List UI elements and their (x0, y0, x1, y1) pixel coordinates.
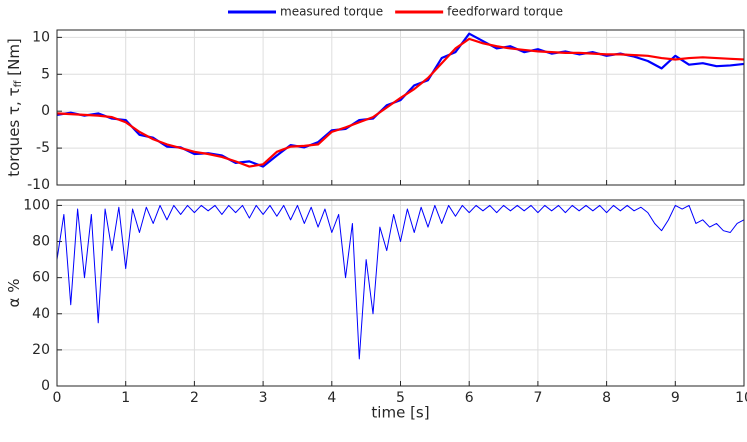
x-tick-label: 1 (121, 390, 130, 406)
legend-label: measured torque (280, 5, 383, 19)
x-tick-label: 6 (465, 390, 474, 406)
y-tick-label: -5 (36, 140, 50, 156)
y-tick-label: 0 (41, 103, 50, 119)
data-line (56, 204, 745, 360)
y-tick-label: 100 (23, 197, 50, 213)
y-axis-label-part: torques τ, τ (5, 87, 23, 176)
y-tick-label: 20 (32, 342, 50, 358)
y-axis-label-part: α % (5, 279, 23, 308)
y-tick-label: 80 (32, 234, 50, 250)
x-tick-label: 8 (602, 390, 611, 406)
y-tick-label: 0 (41, 378, 50, 394)
data-line (56, 37, 745, 168)
y-tick-label: -10 (27, 177, 50, 193)
x-tick-label: 5 (396, 390, 405, 406)
plot-frame (56, 199, 745, 387)
x-tick-label: 3 (259, 390, 268, 406)
y-tick-label: 5 (41, 66, 50, 82)
legend-label: feedforward torque (447, 5, 563, 19)
x-tick-label: 10 (735, 390, 747, 406)
x-tick-label: 0 (53, 390, 62, 406)
y-axis-label-part: [Nm] (5, 38, 23, 80)
x-tick-label: 7 (533, 390, 542, 406)
x-tick-label: 4 (327, 390, 336, 406)
x-tick-label: 9 (671, 390, 680, 406)
plot-frame (56, 29, 745, 186)
y-axis-label: torques τ, τff [Nm] (5, 38, 25, 177)
y-tick-label: 40 (32, 306, 50, 322)
x-tick-label: 2 (190, 390, 199, 406)
y-axis-label: α % (5, 279, 23, 308)
x-axis-label: time [s] (371, 404, 429, 422)
y-tick-label: 60 (32, 270, 50, 286)
y-axis-label-subscript: ff (13, 79, 24, 87)
y-tick-label: 10 (32, 29, 50, 45)
